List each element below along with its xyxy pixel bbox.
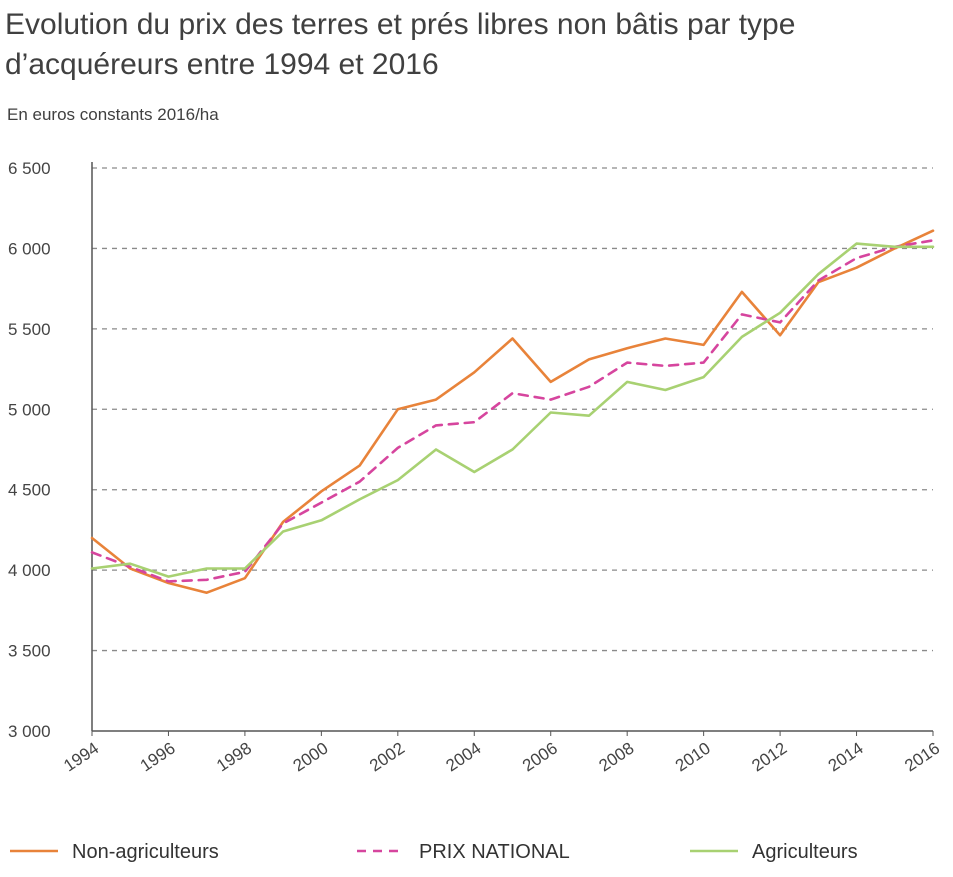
x-tick-label: 2010	[672, 739, 714, 776]
x-tick-label: 2006	[519, 739, 561, 776]
x-tick-label: 2008	[595, 739, 637, 776]
chart-title-line-1: Evolution du prix des terres et prés lib…	[5, 8, 795, 41]
x-tick-label: 1998	[213, 739, 255, 776]
x-tick-label: 1994	[60, 739, 102, 776]
axes	[91, 162, 933, 732]
x-tick-label: 2014	[825, 739, 867, 776]
y-tick-label: 6 000	[8, 239, 51, 258]
y-tick-label: 5 000	[8, 400, 51, 419]
y-tick-label: 4 000	[8, 561, 51, 580]
chart-title-line-2: d’acquéreurs entre 1994 et 2016	[5, 48, 439, 81]
grid-layer	[92, 167, 933, 652]
y-tick-label: 6 500	[8, 159, 51, 178]
legend-label-1: PRIX NATIONAL	[419, 841, 570, 863]
x-tick-label: 2016	[901, 739, 943, 776]
x-tick-label: 1996	[137, 739, 179, 776]
x-axis-ticks: 1994 1996 1998 2000 2002 2004 2006 2008 2010 2012…	[60, 731, 943, 775]
y-tick-label: 3 000	[8, 722, 51, 741]
series-line-0	[90, 229, 935, 595]
series-line-2	[90, 242, 935, 578]
legend-label-0: Non-agriculteurs	[72, 841, 219, 863]
legend: Non-agriculteurs PRIX NATIONAL Agriculteur…	[10, 841, 858, 863]
y-tick-label: 4 500	[8, 481, 51, 500]
y-tick-label: 5 500	[8, 320, 51, 339]
chart-subtitle: En euros constants 2016/ha	[7, 105, 219, 124]
legend-label-2: Agriculteurs	[752, 841, 858, 863]
series-layer	[90, 229, 935, 595]
x-tick-label: 2004	[443, 739, 485, 776]
y-tick-label: 3 500	[8, 642, 51, 661]
x-tick-label: 2000	[290, 739, 332, 776]
x-tick-label: 2002	[366, 739, 408, 776]
series-line-1	[90, 239, 935, 583]
x-tick-label: 2012	[748, 739, 790, 776]
y-axis-ticks: 3 000 3 500 4 000 4 500 5 000 5 500 6 000 6 500	[8, 159, 51, 741]
